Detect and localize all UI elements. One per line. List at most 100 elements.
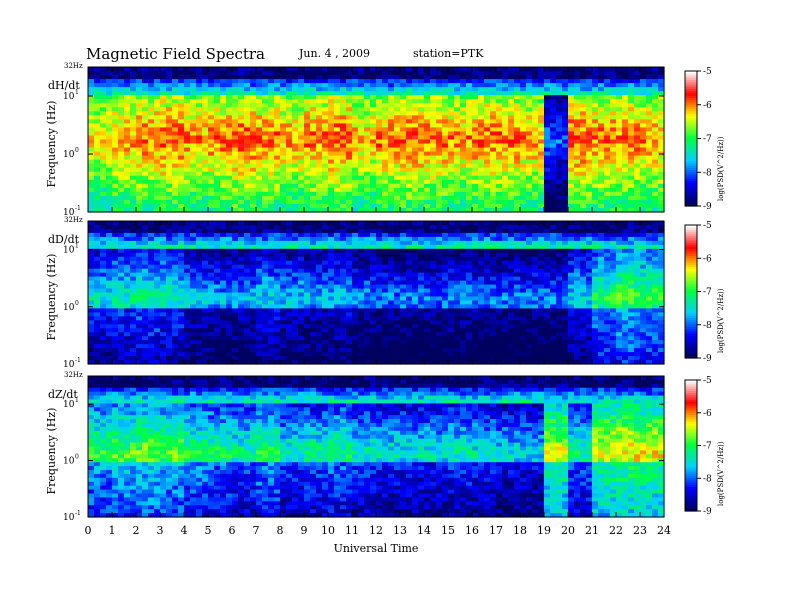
heatmap-cell	[130, 221, 137, 226]
heatmap-cell	[196, 336, 203, 341]
heatmap-cell	[292, 344, 299, 349]
heatmap-cell	[208, 252, 215, 258]
heatmap-cell	[124, 284, 131, 290]
heatmap-cell	[226, 236, 233, 242]
heatmap-cell	[484, 191, 491, 197]
heatmap-cell	[172, 252, 179, 258]
heatmap-cell	[286, 119, 293, 124]
heatmap-cell	[610, 127, 617, 133]
heatmap-cell	[592, 75, 599, 80]
heatmap-cell	[238, 151, 245, 157]
heatmap-cell	[520, 147, 527, 153]
heatmap-cell	[304, 151, 311, 157]
heatmap-cell	[262, 199, 269, 205]
heatmap-cell	[262, 203, 269, 209]
heatmap-cell	[490, 159, 497, 165]
heatmap-cell	[226, 308, 233, 313]
heatmap-cell	[328, 187, 335, 193]
heatmap-cell	[130, 280, 137, 286]
heatmap-cell	[406, 79, 413, 84]
heatmap-cell	[184, 224, 191, 230]
heatmap-cell	[130, 308, 137, 313]
heatmap-cell	[118, 240, 125, 246]
heatmap-cell	[202, 127, 209, 133]
heatmap-cell	[262, 95, 269, 100]
heatmap-cell	[658, 115, 665, 120]
heatmap-cell	[304, 67, 311, 72]
heatmap-cell	[256, 83, 263, 88]
heatmap-cell	[130, 288, 137, 294]
heatmap-cell	[478, 147, 485, 153]
heatmap-cell	[604, 179, 611, 185]
heatmap-cell	[376, 127, 383, 133]
heatmap-cell	[658, 127, 665, 133]
heatmap-cell	[424, 163, 431, 169]
heatmap-cell	[448, 71, 455, 76]
heatmap-cell	[628, 179, 635, 185]
heatmap-cell	[286, 304, 293, 309]
heatmap-cell	[88, 356, 95, 361]
heatmap-cell	[562, 99, 569, 104]
heatmap-cell	[250, 99, 257, 104]
heatmap-cell	[94, 71, 101, 76]
heatmap-cell	[466, 171, 473, 177]
heatmap-cell	[106, 179, 113, 185]
heatmap-cell	[586, 139, 593, 145]
heatmap-cell	[136, 139, 143, 145]
heatmap-cell	[598, 127, 605, 133]
heatmap-cell	[214, 328, 221, 333]
heatmap-cell	[172, 312, 179, 317]
heatmap-cell	[154, 332, 161, 337]
heatmap-cell	[556, 67, 563, 72]
heatmap-cell	[232, 199, 239, 205]
heatmap-cell	[220, 179, 227, 185]
heatmap-cell	[550, 131, 557, 137]
heatmap-cell	[658, 75, 665, 80]
heatmap-cell	[556, 155, 563, 161]
heatmap-cell	[304, 288, 311, 294]
heatmap-cell	[160, 224, 167, 230]
heatmap-cell	[616, 139, 623, 145]
heatmap-cell	[466, 195, 473, 201]
heatmap-cell	[280, 91, 287, 96]
colorbar-segment	[685, 73, 697, 77]
heatmap-cell	[190, 139, 197, 145]
heatmap-cell	[520, 71, 527, 76]
heatmap-cell	[112, 221, 119, 226]
heatmap-cell	[130, 87, 137, 92]
heatmap-cell	[604, 155, 611, 161]
heatmap-cell	[208, 256, 215, 262]
heatmap-cell	[160, 268, 167, 274]
heatmap-cell	[250, 179, 257, 185]
heatmap-cell	[298, 71, 305, 76]
heatmap-cell	[490, 119, 497, 124]
heatmap-cell	[202, 99, 209, 104]
heatmap-cell	[382, 199, 389, 205]
heatmap-cell	[268, 352, 275, 357]
heatmap-cell	[262, 179, 269, 185]
heatmap-cell	[220, 79, 227, 84]
heatmap-cell	[232, 67, 239, 72]
heatmap-cell	[514, 91, 521, 96]
heatmap-cell	[436, 119, 443, 124]
heatmap-cell	[232, 248, 239, 254]
heatmap-cell	[94, 221, 101, 226]
heatmap-cell	[124, 179, 131, 185]
heatmap-cell	[280, 312, 287, 317]
heatmap-cell	[112, 83, 119, 88]
heatmap-cell	[586, 171, 593, 177]
heatmap-cell	[490, 143, 497, 149]
heatmap-cell	[100, 300, 107, 306]
heatmap-cell	[640, 199, 647, 205]
heatmap-cell	[190, 75, 197, 80]
colorbar-segment	[685, 183, 697, 187]
heatmap-cell	[346, 111, 353, 116]
heatmap-cell	[304, 312, 311, 317]
heatmap-cell	[580, 147, 587, 153]
heatmap-cell	[586, 199, 593, 205]
heatmap-cell	[652, 199, 659, 205]
heatmap-cell	[316, 175, 323, 181]
heatmap-cell	[328, 179, 335, 185]
heatmap-cell	[262, 163, 269, 169]
